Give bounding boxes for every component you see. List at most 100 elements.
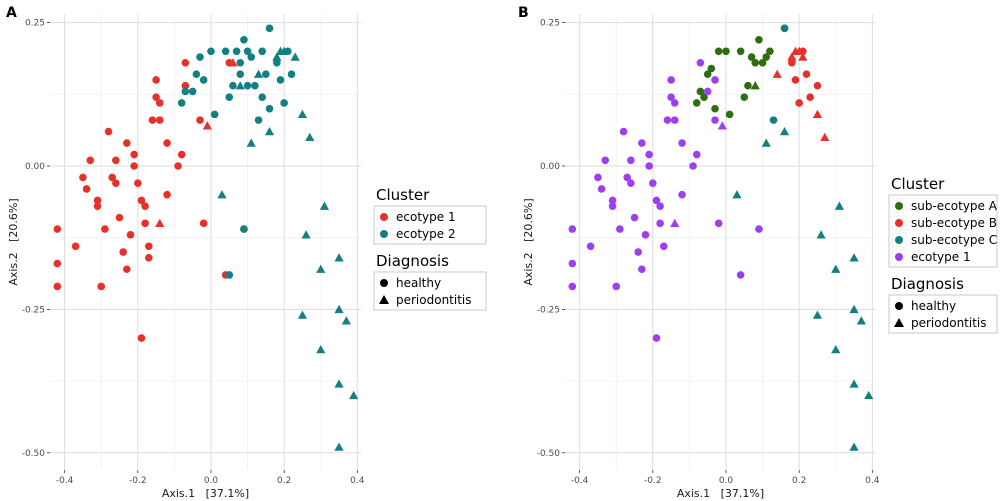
point-ecotype-2-healthy: [265, 24, 274, 33]
legend-label-periodontitis: periodontitis: [911, 316, 987, 330]
point-sub-ecotype-C-periodontitis: [849, 379, 859, 388]
point-ecotype-2-healthy: [243, 47, 252, 56]
point-sub-ecotype-B-periodontitis: [820, 132, 830, 142]
x-tick-label: -0.4: [571, 476, 589, 486]
point-ecotype-2-periodontitis: [253, 69, 264, 78]
point-ecotype-1-healthy: [568, 282, 577, 291]
point-sub-ecotype-C-periodontitis: [812, 310, 823, 319]
point-ecotype-1-healthy: [711, 116, 719, 124]
point-ecotype-1-healthy: [667, 76, 675, 84]
legend-swatch-sub-ecotype-C: [895, 236, 903, 244]
x-tick-label: 0.0: [719, 476, 734, 486]
point-ecotype-1-periodontitis: [202, 121, 212, 130]
point-sub-ecotype-A-healthy: [692, 99, 701, 107]
point-ecotype-1-healthy: [155, 116, 164, 124]
point-ecotype-2-periodontitis: [334, 379, 344, 388]
point-ecotype-1-healthy: [123, 265, 131, 274]
point-ecotype-1-healthy: [108, 173, 116, 182]
legend-shape-healthy: [380, 279, 388, 287]
point-ecotype-1-healthy: [141, 219, 149, 228]
point-ecotype-2-periodontitis: [334, 442, 344, 451]
point-ecotype-1-healthy: [608, 196, 617, 205]
point-ecotype-1-healthy: [181, 58, 190, 67]
point-sub-ecotype-A-healthy: [755, 36, 763, 44]
point-sub-ecotype-C-healthy: [780, 24, 789, 33]
point-ecotype-1-healthy: [678, 190, 686, 199]
point-ecotype-1-healthy: [612, 282, 621, 291]
legend-shape-periodontitis: [379, 295, 389, 304]
plot-background: [565, 14, 876, 470]
point-ecotype-2-periodontitis: [235, 81, 245, 90]
point-ecotype-2-healthy: [229, 81, 237, 90]
panel-b: B -0.4 -0.2 0.0 0.2 0.4 -0.50 -0.25 0.00 0.25 Axis…: [518, 5, 998, 500]
point-ecotype-1-healthy: [93, 196, 102, 205]
legend-label-sub-ecotype-C: sub-ecotype C: [911, 233, 997, 247]
point-ecotype-1-healthy: [174, 162, 182, 170]
y-tick-label: 0.25: [25, 19, 45, 29]
legend-label-sub-ecotype-B: sub-ecotype B: [911, 216, 997, 230]
x-tick-label: 0.4: [865, 476, 880, 486]
point-ecotype-2-periodontitis: [297, 310, 308, 319]
point-sub-ecotype-C-periodontitis: [761, 138, 771, 147]
point-ecotype-1-healthy: [82, 185, 91, 193]
point-ecotype-1-healthy: [119, 248, 127, 256]
point-sub-ecotype-B-healthy: [813, 81, 822, 90]
point-sub-ecotype-A-healthy: [711, 104, 719, 113]
legend-cluster-box: [373, 205, 487, 245]
point-ecotype-1-healthy: [641, 231, 650, 239]
point-ecotype-2-healthy: [225, 93, 234, 101]
panel-a: A -0.4 -0.2 0.0 0.2 0.4 -0.50 -0.25 0.00 0.25 Axis…: [6, 5, 487, 500]
point-ecotype-2-periodontitis: [272, 52, 282, 61]
point-sub-ecotype-A-healthy: [762, 53, 771, 61]
legend-diagnosis-box: [373, 271, 487, 311]
data-points: [568, 24, 874, 451]
point-ecotype-1-healthy: [645, 162, 653, 170]
point-ecotype-1-healthy: [144, 242, 153, 251]
point-ecotype-2-periodontitis: [316, 344, 326, 354]
point-ecotype-1-healthy: [689, 162, 697, 170]
point-ecotype-2-healthy: [236, 58, 245, 67]
y-tick-label: 0.25: [540, 19, 560, 29]
point-ecotype-1-healthy: [568, 259, 577, 268]
point-sub-ecotype-A-healthy: [696, 87, 705, 96]
plot-background: [50, 14, 361, 470]
legend-cluster-box: [888, 194, 998, 268]
point-sub-ecotype-A-healthy: [766, 47, 774, 56]
legend: Cluster ecotype 1 ecotype 2 Diagnosis health…: [373, 186, 487, 311]
point-ecotype-2-healthy: [258, 93, 267, 101]
point-ecotype-1-healthy: [144, 253, 153, 262]
point-ecotype-1-healthy: [568, 225, 577, 233]
point-sub-ecotype-A-healthy: [736, 47, 745, 56]
point-ecotype-1-healthy: [714, 219, 723, 228]
point-ecotype-1-healthy: [634, 248, 642, 256]
point-ecotype-1-healthy: [755, 225, 763, 233]
point-ecotype-1-healthy: [86, 156, 95, 165]
point-ecotype-1-healthy: [101, 225, 109, 233]
point-ecotype-1-healthy: [148, 116, 157, 124]
point-ecotype-1-healthy: [601, 156, 610, 165]
point-ecotype-1-healthy: [137, 334, 146, 342]
point-sub-ecotype-B-periodontitis: [787, 52, 797, 61]
x-axis-title: Axis.1 [37.1%]: [677, 487, 764, 500]
point-sub-ecotype-B-healthy: [802, 70, 811, 79]
x-axis-title: Axis.1 [37.1%]: [162, 487, 249, 500]
point-ecotype-2-healthy: [210, 110, 219, 119]
legend-swatch-ecotype-1: [380, 213, 388, 221]
point-ecotype-1-healthy: [137, 196, 146, 205]
point-ecotype-1-healthy: [627, 156, 635, 165]
point-ecotype-1-healthy: [645, 150, 653, 159]
point-sub-ecotype-A-healthy: [744, 81, 752, 90]
point-ecotype-2-healthy: [280, 99, 288, 107]
point-sub-ecotype-C-healthy: [769, 116, 778, 124]
legend-label-periodontitis: periodontitis: [396, 293, 472, 307]
x-tick-label: 0.2: [277, 476, 291, 486]
point-ecotype-2-healthy: [221, 47, 230, 56]
point-ecotype-2-healthy: [240, 36, 248, 44]
point-sub-ecotype-A-healthy: [725, 110, 734, 119]
x-tick-label: -0.2: [644, 476, 662, 486]
x-tick-label: -0.4: [56, 476, 74, 486]
point-ecotype-1-healthy: [134, 179, 142, 188]
point-ecotype-1-healthy: [152, 93, 160, 101]
point-ecotype-2-healthy: [273, 58, 281, 67]
point-sub-ecotype-A-periodontitis: [750, 81, 760, 90]
